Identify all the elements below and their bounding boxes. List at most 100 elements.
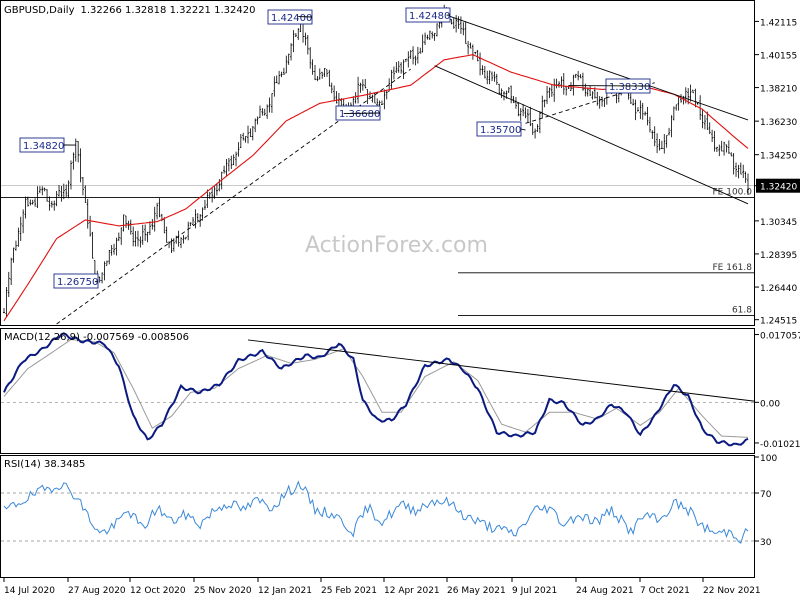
candle	[603, 98, 605, 107]
candle	[405, 59, 407, 62]
candle	[472, 44, 474, 59]
candle	[87, 199, 89, 229]
candle	[22, 209, 24, 233]
candle	[101, 272, 103, 283]
x-tick-label: 9 Jul 2021	[512, 586, 557, 596]
candle	[548, 87, 550, 98]
candle	[58, 185, 60, 197]
candle	[395, 62, 397, 73]
candle	[458, 16, 460, 29]
candle	[403, 60, 405, 79]
candle	[553, 79, 555, 102]
candle	[259, 106, 261, 118]
candle	[601, 97, 603, 107]
x-tick-label: 12 Oct 2020	[130, 586, 186, 596]
candle	[65, 185, 67, 198]
swing-label-text: 1.36680	[339, 109, 380, 120]
candle	[41, 186, 43, 195]
candle	[596, 92, 598, 106]
candle	[103, 261, 105, 280]
candle	[426, 35, 428, 40]
swing-label: 1.26750	[54, 274, 98, 288]
candle	[367, 89, 369, 104]
candle	[118, 233, 120, 242]
candle	[137, 231, 139, 247]
candle	[261, 108, 263, 116]
candle	[639, 100, 641, 119]
rsi-tick-label: 30	[760, 538, 772, 548]
candle	[517, 102, 519, 116]
candle	[649, 117, 651, 132]
x-tick-label: 24 Aug 2021	[576, 586, 634, 596]
candle	[273, 76, 275, 96]
candle	[187, 222, 189, 241]
candle	[515, 97, 517, 109]
x-tick-label: 7 Oct 2021	[640, 586, 690, 596]
rsi-panel-frame	[1, 456, 755, 578]
candle	[630, 93, 632, 104]
candle	[642, 103, 644, 120]
candle	[711, 130, 713, 142]
candle	[745, 172, 747, 183]
candle	[546, 86, 548, 104]
candle	[51, 201, 53, 208]
candle	[202, 207, 204, 220]
candle	[536, 124, 538, 132]
candle	[592, 91, 594, 99]
candle	[654, 126, 656, 146]
candle	[673, 106, 675, 120]
candle	[163, 217, 165, 233]
candle	[580, 74, 582, 78]
candle	[551, 85, 553, 97]
x-tick-label: 25 Feb 2021	[321, 586, 377, 596]
candle	[386, 90, 388, 99]
swing-label-text: 1.34820	[23, 141, 64, 152]
candle	[529, 107, 531, 126]
candle	[369, 91, 371, 97]
candle	[266, 104, 268, 118]
candle	[151, 219, 153, 230]
candle	[324, 68, 326, 77]
candle	[25, 196, 27, 218]
x-tick-label: 12 Jan 2021	[258, 586, 312, 596]
candle	[355, 92, 357, 103]
candle	[742, 165, 744, 178]
price-tick-label: 1.26440	[760, 284, 797, 294]
rsi-tick-label: 70	[760, 490, 772, 500]
candle	[501, 89, 503, 98]
candle	[32, 200, 34, 205]
candle	[192, 217, 194, 225]
candle	[539, 111, 541, 133]
candle	[197, 213, 199, 222]
candle	[290, 43, 292, 60]
price-tick-label: 1.28395	[760, 251, 797, 261]
candle	[223, 166, 225, 174]
candle	[115, 238, 117, 256]
candle	[400, 62, 402, 74]
candle	[467, 41, 469, 55]
candle	[359, 83, 361, 93]
candle	[297, 28, 299, 40]
candle	[491, 71, 493, 81]
candle	[558, 81, 560, 87]
candle	[166, 227, 168, 243]
candle	[477, 50, 479, 61]
macd-tick-label: 0.00	[760, 399, 780, 409]
macd-layer	[4, 333, 754, 445]
candle	[5, 287, 7, 317]
candle	[80, 148, 82, 182]
swing-label-text: 1.35700	[480, 125, 521, 136]
candle	[288, 54, 290, 65]
candle	[434, 33, 436, 41]
candle	[393, 67, 395, 80]
candle	[68, 180, 70, 198]
candle	[144, 224, 146, 240]
x-tick-label: 26 May 2021	[447, 586, 506, 596]
macd-line	[4, 333, 748, 445]
candle	[556, 79, 558, 89]
candle	[666, 135, 668, 147]
candle	[108, 250, 110, 264]
candle	[364, 79, 366, 88]
macd-title: MACD(12,26,9) -0.007569 -0.008506	[4, 332, 189, 343]
